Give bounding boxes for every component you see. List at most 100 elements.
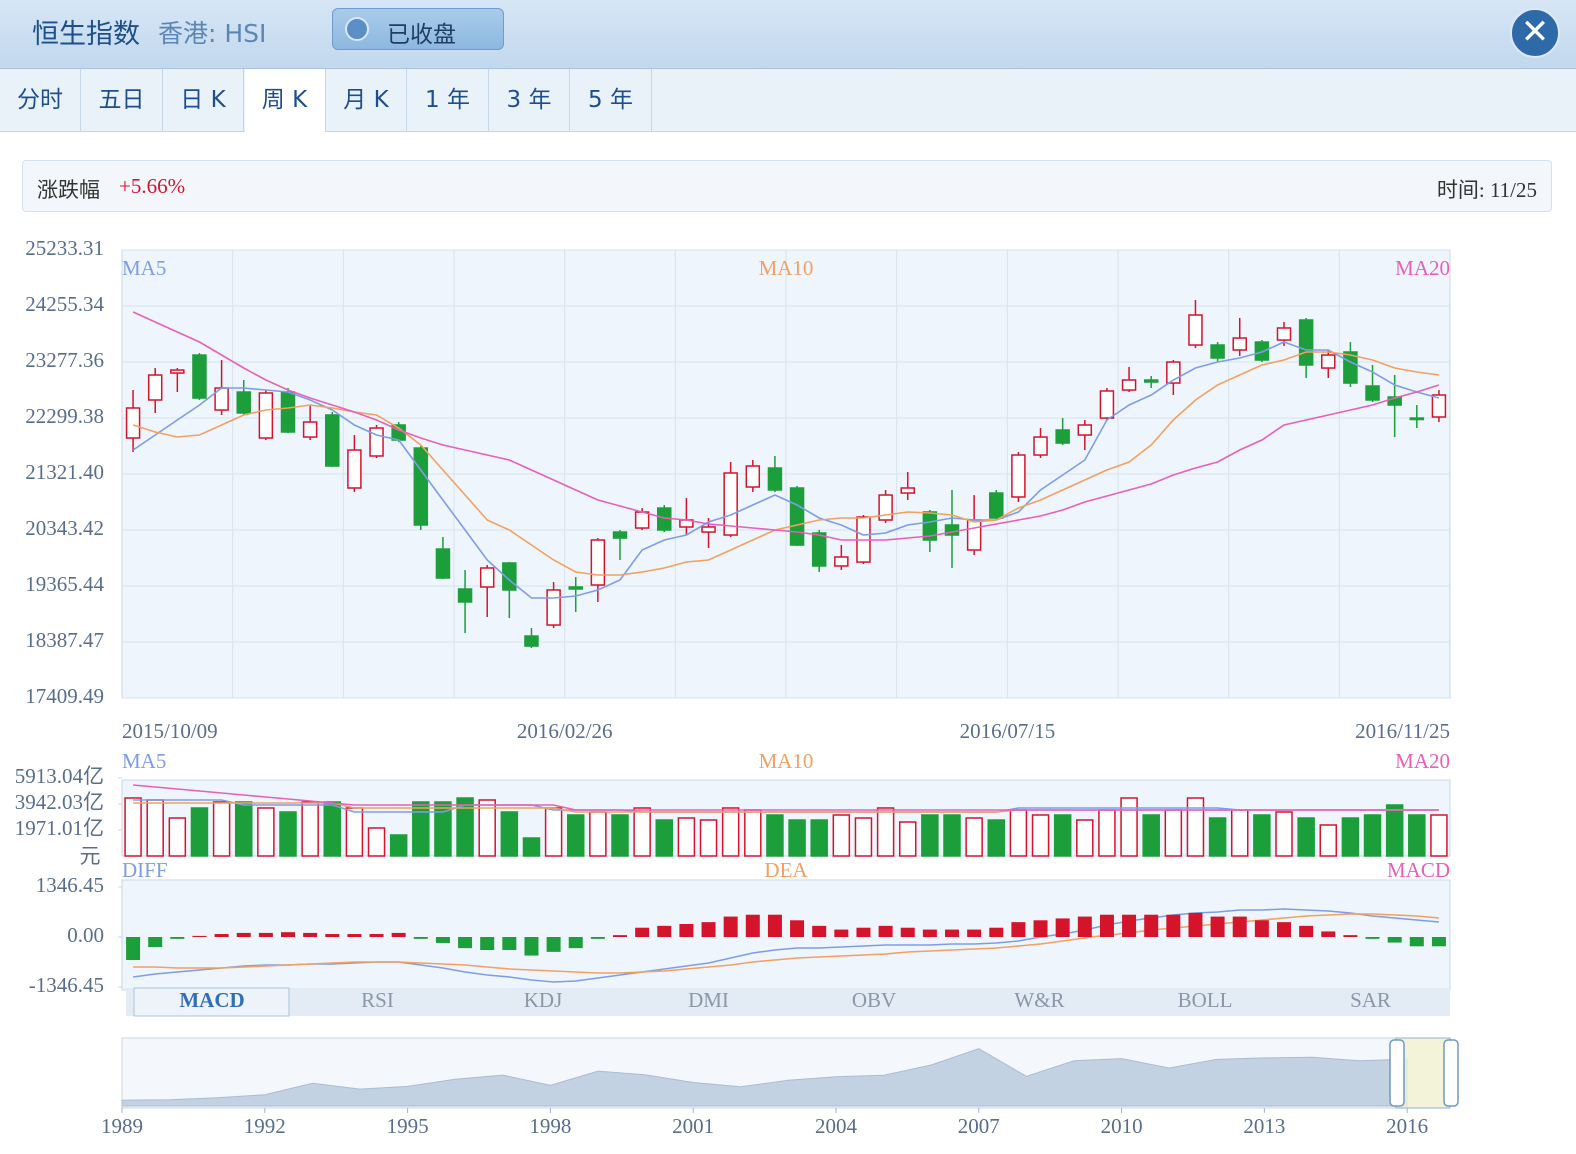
macd-bar [413,937,428,939]
period-tab[interactable]: 3 年 [489,69,570,131]
title: 恒生指数 [32,19,140,50]
period-tab[interactable]: 五日 [82,69,163,131]
candle-body [1254,341,1270,361]
macd-bar [391,932,406,937]
period-tab[interactable]: 月 K [326,69,407,131]
candle-body [1099,390,1115,419]
macd-bar [812,925,827,937]
macd-bar [502,937,517,950]
period-tab[interactable]: 1 年 [408,69,489,131]
macd-bar [214,934,229,937]
candle-body [834,556,849,567]
volume-bar [389,834,408,857]
y-tick-label: 20343.42 [25,516,104,540]
volume-bar [367,827,386,857]
x-tick-label: 2016/02/26 [517,719,613,743]
macd-bar [834,929,849,937]
nav-window [1395,1037,1451,1109]
volume-bar [1430,814,1448,857]
macd-bar [1409,937,1424,947]
period-tab[interactable]: 日 K [163,69,244,131]
volume-bar [788,819,806,857]
candle-body [568,586,583,590]
close-button[interactable]: ✕ [1510,8,1560,58]
series-line [132,908,1439,983]
volume-bar [1275,811,1293,857]
macd-bar [900,927,915,937]
candle-body [347,449,362,489]
x-tick-label: 2007 [958,1114,1000,1138]
macd-bar [236,932,251,937]
nav-handle[interactable] [1389,1039,1405,1107]
volume-bar [854,817,873,857]
indicator-tab[interactable]: KDJ [524,988,563,1012]
y-tick-label: 3942.03亿 [15,790,104,814]
x-tick-label: 1992 [244,1114,286,1138]
indicator-tab[interactable]: RSI [361,988,394,1012]
volume-bar [522,837,541,857]
volume-bar [633,807,651,857]
macd-bar [1321,931,1336,937]
volume-bar [279,811,297,857]
candle-body [767,467,783,491]
macd-bar [922,929,937,937]
indicator-tab[interactable]: BOLL [1178,988,1233,1012]
y-tick-label: 1346.45 [36,873,104,897]
y-tick-label: 5913.04亿 [15,764,104,788]
volume-bar [168,817,187,857]
volume-bar [146,799,164,857]
indicator-tab[interactable]: W&R [1014,988,1064,1012]
indicator-tab[interactable]: MACD [179,988,244,1012]
indicator-bar [126,988,1450,1016]
macd-bar [524,937,539,956]
volume-bar [744,809,762,857]
info-bar: 涨跌幅 +5.66% 时间: 11/25 [22,160,1552,212]
x-tick-label: 2016 [1386,1114,1428,1138]
volume-bar [1408,814,1426,857]
candle-body [723,472,738,536]
macd-bar [1232,916,1247,937]
indicator-tab[interactable]: SAR [1350,988,1391,1012]
candle-body [811,532,827,567]
volume-bar [1076,819,1094,857]
candle-body [457,588,473,603]
candle-body [479,567,495,588]
macd-bar [1277,922,1291,937]
y-tick-label: 21321.40 [25,460,104,484]
macd-bar [657,925,672,937]
candle-body [1321,354,1336,369]
nav-handle[interactable] [1443,1039,1459,1107]
volume-bar [987,819,1006,857]
candle-body [524,635,539,647]
macd-bar [303,932,318,937]
clock-icon [345,17,369,41]
candle-body [1188,314,1203,346]
macd-bar [878,925,893,937]
macd-bar [701,922,716,937]
volume-bar [677,817,696,857]
period-tab[interactable]: 周 K [244,69,326,132]
volume-bar [544,807,563,857]
y-tick-label: 24255.34 [25,292,104,316]
macd-bar [1299,925,1314,937]
period-tab[interactable]: 5 年 [571,69,652,131]
candle-body [1033,436,1048,456]
status-text: 已收盘 [387,22,456,48]
macd-bar [480,937,495,950]
volume-bar [1142,814,1160,857]
volume-bar [1164,809,1183,857]
indicator-tab[interactable]: DMI [688,988,729,1012]
period-tab[interactable]: 分时 [0,69,81,131]
indicator-tab[interactable]: OBV [852,988,896,1012]
candle-body [1210,344,1225,359]
x-tick-label: 2010 [1101,1114,1143,1138]
candle-body [236,391,251,414]
macd-bar [281,932,295,937]
candle-body [258,392,274,439]
volume-bar [500,811,519,857]
macd-bar [790,920,805,937]
volume-bar [921,814,939,857]
legend-label: MA10 [759,749,814,773]
